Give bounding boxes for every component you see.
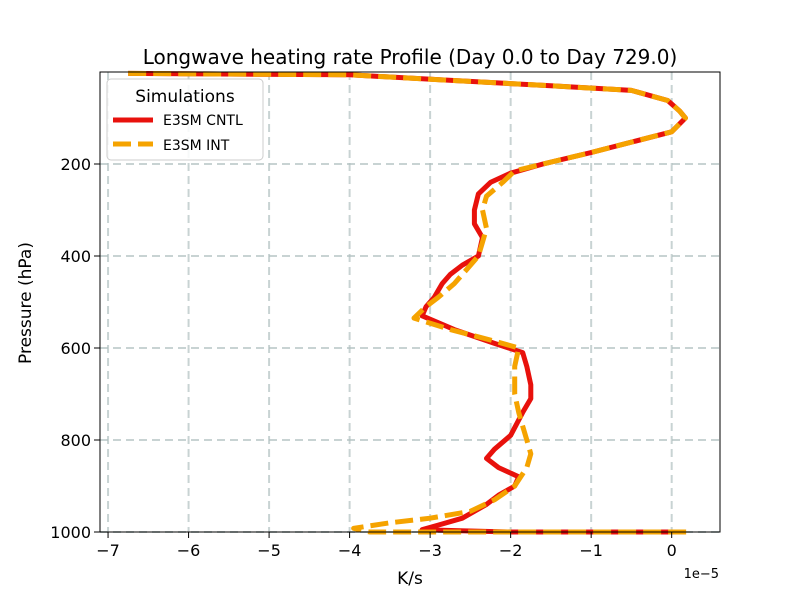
y-tick-label: 1000 <box>50 523 91 542</box>
x-tick-label: −1 <box>579 541 603 560</box>
x-tick-label: −2 <box>499 541 523 560</box>
legend-label-e3sm-cntl: E3SM CNTL <box>163 113 243 129</box>
legend: Simulations E3SM CNTL E3SM INT <box>106 78 264 161</box>
x-tick-label: −3 <box>418 541 442 560</box>
y-axis-label: Pressure (hPa) <box>16 242 36 364</box>
y-tick-label: 800 <box>60 431 91 450</box>
legend-box <box>106 78 264 161</box>
grid-lines <box>100 72 720 533</box>
x-tick-label: 0 <box>667 541 677 560</box>
legend-label-e3sm-int: E3SM INT <box>163 138 230 154</box>
x-axis-offset-label: 1e−5 <box>684 567 719 582</box>
y-tick-label: 600 <box>60 339 91 358</box>
plot-frame <box>99 71 721 533</box>
x-tick-label: −5 <box>257 541 281 560</box>
legend-title: Simulations <box>135 87 235 107</box>
data-series <box>128 70 688 535</box>
y-tick-label: 200 <box>60 155 91 174</box>
x-tick-label: −6 <box>177 541 201 560</box>
chart-title: Longwave heating rate Profile (Day 0.0 t… <box>143 45 678 69</box>
axes: −7 −6 −5 −4 −3 −2 −1 0 200 400 600 800 1000 <box>50 71 721 560</box>
x-tick-label: −4 <box>338 541 362 560</box>
series-line-e3sm-int <box>128 70 688 535</box>
x-axis-label: K/s <box>397 569 423 589</box>
x-tick-label: −7 <box>96 541 120 560</box>
y-tick-label: 400 <box>60 247 91 266</box>
